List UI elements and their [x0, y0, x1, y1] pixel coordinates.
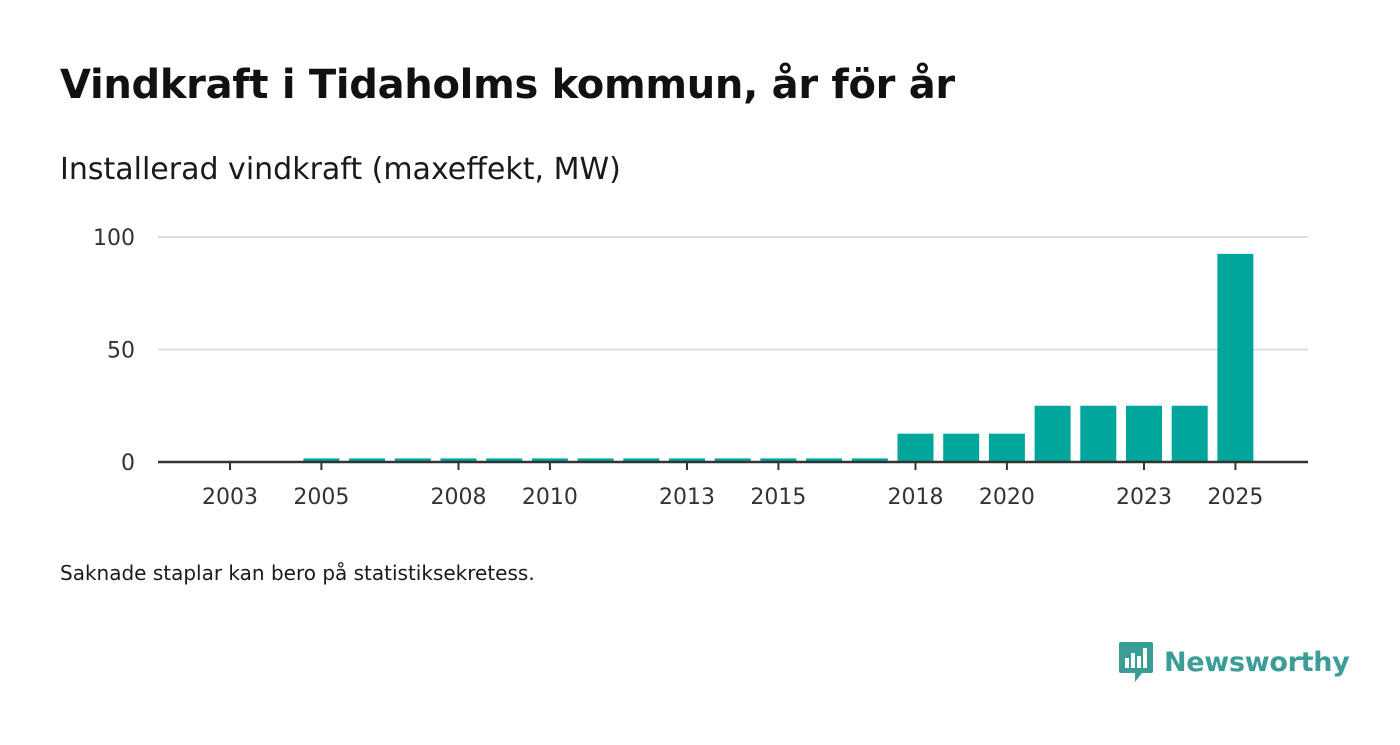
y-tick-label-50: 50: [107, 339, 135, 364]
x-tick-label-2018: 2018: [888, 485, 944, 510]
bar-2015: [760, 458, 797, 462]
bar-2007: [394, 458, 431, 462]
newsworthy-logo: Newsworthy: [1118, 640, 1350, 684]
bar-2018: [897, 433, 934, 462]
x-tick-label-2008: 2008: [431, 485, 487, 510]
bar-2025: [1217, 253, 1254, 462]
x-tick-label-2003: 2003: [202, 485, 258, 510]
bar-2024: [1171, 405, 1208, 462]
bar-2021: [1034, 405, 1071, 462]
bar-2011: [577, 458, 614, 462]
x-tick-label-2015: 2015: [750, 485, 806, 510]
y-tick-label-0: 0: [121, 451, 135, 476]
bar-2013: [669, 458, 705, 462]
x-tick-label-2025: 2025: [1207, 485, 1263, 510]
bar-2008: [440, 458, 477, 462]
chart-title: Vindkraft i Tidaholms kommun, år för år: [60, 62, 955, 108]
bar-2005: [303, 458, 340, 462]
bar-2012: [623, 458, 660, 462]
x-tick-label-2010: 2010: [522, 485, 578, 510]
footnote: Saknade staplar kan bero på statistiksek…: [60, 561, 535, 585]
bar-2009: [486, 458, 523, 462]
chart-subtitle: Installerad vindkraft (maxeffekt, MW): [60, 152, 621, 187]
bar-2014: [714, 458, 751, 462]
x-tick-label-2013: 2013: [659, 485, 715, 510]
newsworthy-logo-icon: [1119, 642, 1153, 682]
y-tick-label-100: 100: [93, 226, 135, 251]
bar-2019: [943, 433, 980, 462]
bar-2023: [1126, 405, 1162, 462]
bar-2017: [851, 458, 888, 462]
x-tick-label-2020: 2020: [979, 485, 1035, 510]
bar-2010: [531, 458, 568, 462]
bar-2020: [988, 433, 1025, 462]
brand-name: Newsworthy: [1164, 646, 1350, 678]
bar-chart: 0 50 100 2003 2005 2008 2010 2013 2015 2018 2020 20…: [93, 226, 1308, 510]
x-tick-label-2005: 2005: [293, 485, 349, 510]
bar-2016: [806, 458, 843, 462]
bar-2006: [349, 458, 386, 462]
x-tick-label-2023: 2023: [1116, 485, 1172, 510]
bar-2022: [1080, 405, 1117, 462]
